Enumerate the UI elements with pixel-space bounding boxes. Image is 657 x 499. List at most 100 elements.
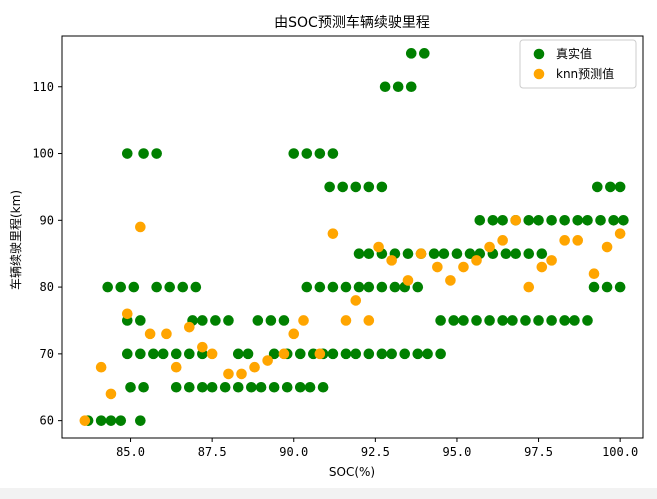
knn-predicted-point	[350, 295, 362, 306]
true-value-point	[402, 248, 414, 259]
knn-predicted-point	[340, 315, 352, 326]
knn-predicted-point	[278, 348, 290, 360]
true-value-point	[105, 415, 117, 426]
true-value-point	[337, 181, 349, 193]
true-value-point	[497, 215, 508, 226]
true-value-point	[353, 248, 365, 259]
true-value-point	[128, 281, 140, 293]
true-value-point	[197, 315, 208, 326]
true-value-point	[399, 348, 411, 360]
true-value-series	[82, 48, 629, 426]
true-value-point	[115, 415, 127, 426]
knn-predicted-point	[206, 348, 218, 360]
true-value-point	[438, 248, 450, 259]
true-value-point	[363, 248, 375, 259]
y-tick-label: 100	[32, 147, 54, 161]
axes-frame	[61, 35, 644, 439]
knn-predicted-point	[363, 315, 375, 326]
true-value-point	[510, 248, 522, 259]
knn-predicted-point	[415, 248, 427, 259]
true-value-point	[135, 415, 146, 426]
true-value-point	[422, 348, 433, 360]
true-value-point	[363, 348, 375, 360]
true-value-point	[340, 281, 352, 293]
true-value-point	[458, 315, 469, 326]
axis-ticks: 85.0 87.5 90.0 92.5 95.0 97.5 100.0 60 70 80 90 100…	[32, 80, 638, 459]
knn-predicted-point	[288, 328, 300, 340]
true-value-point	[405, 48, 417, 59]
true-value-point	[170, 381, 182, 393]
true-value-point	[252, 315, 264, 326]
true-value-point	[148, 348, 159, 360]
true-value-point	[405, 81, 417, 93]
true-value-point	[314, 281, 326, 293]
true-value-point	[582, 315, 593, 326]
knn-predicted-point	[588, 268, 600, 280]
knn-predicted-point	[262, 355, 273, 366]
x-tick-label: 87.5	[198, 445, 227, 459]
true-value-point	[601, 281, 613, 293]
knn-predicted-point	[327, 228, 339, 239]
y-tick-label: 110	[32, 80, 54, 94]
knn-predicted-point	[79, 415, 91, 426]
knn-predicted-point	[95, 361, 107, 373]
true-value-point	[288, 148, 300, 159]
y-tick-label: 80	[40, 280, 54, 294]
true-value-point	[533, 215, 544, 226]
y-tick-label: 60	[40, 414, 54, 428]
true-value-point	[507, 315, 518, 326]
x-tick-label: 90.0	[279, 445, 308, 459]
true-value-point	[340, 348, 352, 360]
true-value-point	[484, 315, 495, 326]
true-value-point	[125, 381, 136, 393]
true-value-point	[255, 381, 267, 393]
true-value-point	[592, 181, 603, 193]
true-value-point	[435, 348, 446, 360]
legend-marker-knn	[533, 68, 545, 80]
true-value-point	[618, 215, 629, 226]
true-value-point	[474, 215, 486, 226]
knn-predicted-point	[458, 261, 469, 273]
true-value-point	[428, 248, 440, 259]
legend-label-knn: knn预测值	[556, 66, 614, 81]
true-value-point	[317, 381, 329, 393]
knn-predicted-point	[510, 215, 522, 226]
knn-predicted-point	[197, 341, 208, 353]
true-value-point	[102, 281, 113, 293]
x-axis-label: SOC(%)	[329, 465, 375, 479]
knn-predicted-point	[314, 348, 326, 360]
knn-predicted-point	[471, 255, 482, 266]
true-value-point	[464, 248, 476, 259]
true-value-point	[363, 181, 375, 193]
knn-predicted-point	[614, 228, 626, 239]
true-value-point	[157, 348, 169, 360]
true-value-point	[268, 381, 280, 393]
true-value-point	[268, 348, 280, 360]
true-value-point	[520, 315, 531, 326]
true-value-point	[327, 148, 339, 159]
true-value-point	[559, 315, 570, 326]
true-value-point	[569, 315, 580, 326]
knn-predicted-point	[144, 328, 156, 340]
true-value-point	[206, 381, 218, 393]
knn-predicted-point	[183, 321, 195, 333]
true-value-point	[363, 281, 375, 293]
true-value-point	[242, 348, 254, 360]
knn-predicted-point	[445, 275, 456, 286]
scatter-chart: 由SOC预测车辆续驶里程 85.0 87.5 90.0 92.5 95.0 97.5 100…	[8, 14, 644, 479]
true-value-point	[190, 281, 202, 293]
knn-predicted-point	[121, 308, 133, 320]
x-tick-label: 97.5	[524, 445, 553, 459]
true-value-point	[500, 248, 512, 259]
knn-predicted-point	[373, 241, 384, 253]
true-value-point	[151, 148, 162, 159]
true-value-point	[177, 281, 189, 293]
x-tick-label: 85.0	[116, 445, 145, 459]
true-value-point	[183, 381, 195, 393]
true-value-point	[448, 315, 459, 326]
knn-predicted-point	[161, 328, 172, 340]
true-value-point	[595, 215, 606, 226]
knn-predicted-point	[601, 241, 613, 253]
true-value-point	[559, 215, 570, 226]
x-tick-label: 100.0	[602, 445, 638, 459]
